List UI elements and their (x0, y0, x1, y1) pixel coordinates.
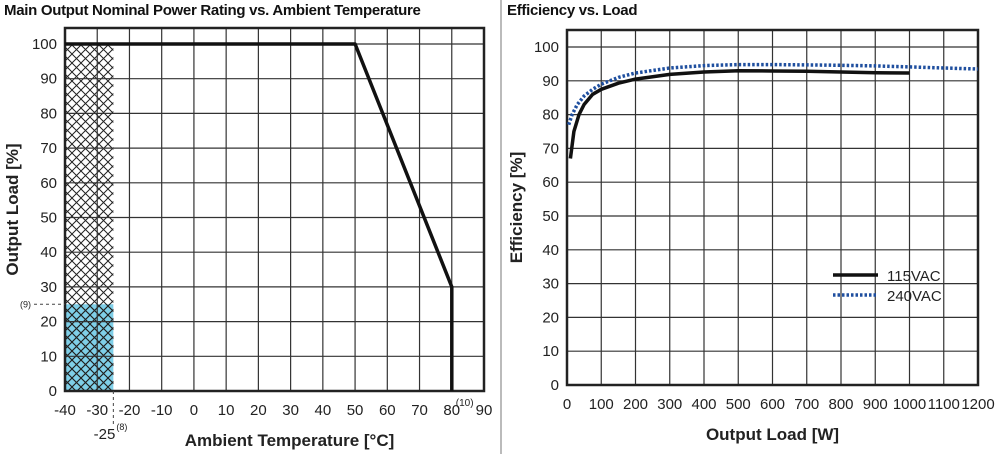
annotation-10: (10) (456, 398, 474, 409)
x-tick-label: 50 (347, 402, 364, 419)
y-tick-label: 100 (32, 36, 57, 53)
hatch-overlay (65, 304, 114, 391)
x-tick-label: -10 (151, 402, 173, 419)
series-line-240vac (567, 62, 979, 126)
series-line-derating (65, 42, 454, 391)
y-tick-label: 80 (542, 107, 559, 124)
y-tick-label: 90 (542, 73, 559, 90)
annotation-8: (8) (116, 422, 127, 432)
y-tick-label: 60 (40, 175, 57, 192)
y-tick-label: 20 (40, 314, 57, 331)
y-tick-label: 80 (40, 105, 57, 122)
chart-title-right: Efficiency vs. Load (507, 2, 638, 19)
chart-title-left: Main Output Nominal Power Rating vs. Amb… (4, 2, 421, 19)
x-tick-label: 60 (379, 402, 396, 419)
y-tick-label: 40 (542, 242, 559, 259)
y-axis-label: Efficiency [%] (507, 152, 526, 263)
x-tick-label: 90 (476, 402, 493, 419)
x-axis-label: Output Load [W] (706, 425, 839, 444)
annotation-9: (9) (20, 299, 31, 309)
annotation-minus-25: -25 (94, 426, 116, 443)
y-tick-label: 20 (542, 309, 559, 326)
y-tick-label: 50 (40, 210, 57, 227)
y-tick-label: 30 (542, 276, 559, 293)
y-axis-label: Output Load [%] (3, 143, 22, 275)
y-tick-label: 60 (542, 174, 559, 191)
y-tick-label: 40 (40, 244, 57, 261)
plot-frame (565, 28, 980, 387)
x-tick-label: -30 (86, 402, 108, 419)
x-tick-label: 100 (589, 396, 614, 413)
x-tick-label: 600 (760, 396, 785, 413)
x-tick-label: -40 (54, 402, 76, 419)
x-tick-label: 900 (863, 396, 888, 413)
x-tick-label: 30 (282, 402, 299, 419)
y-tick-label: 50 (542, 208, 559, 225)
y-tick-label: 70 (40, 140, 57, 157)
x-tick-label: 1000 (893, 396, 926, 413)
x-axis-label: Ambient Temperature [°C] (185, 431, 395, 450)
x-tick-label: 80 (443, 402, 460, 419)
y-tick-label: 30 (40, 279, 57, 296)
x-tick-label: 20 (250, 402, 267, 419)
x-tick-label: 40 (315, 402, 332, 419)
y-tick-label: 0 (551, 377, 559, 394)
legend-label-115vac: 115VAC (887, 268, 941, 285)
x-tick-label: 1200 (961, 396, 994, 413)
y-tick-label: 90 (40, 71, 57, 88)
x-tick-label: 800 (828, 396, 853, 413)
plot-frame (63, 26, 486, 393)
y-tick-label: 0 (49, 383, 57, 400)
x-tick-label: 200 (623, 396, 648, 413)
y-tick-label: 70 (542, 140, 559, 157)
legend-label-240vac: 240VAC (887, 288, 942, 305)
x-tick-label: 70 (411, 402, 428, 419)
x-tick-label: 10 (218, 402, 235, 419)
y-tick-label: 100 (534, 39, 559, 56)
series-line-115vac (568, 68, 910, 159)
x-tick-label: -20 (119, 402, 141, 419)
x-tick-label: 0 (563, 396, 571, 413)
x-tick-label: 1100 (928, 396, 960, 413)
x-tick-label: 700 (794, 396, 819, 413)
x-tick-label: 500 (726, 396, 751, 413)
y-tick-label: 10 (542, 343, 559, 360)
panel-divider (500, 0, 502, 454)
x-tick-label: 300 (657, 396, 682, 413)
y-tick-label: 10 (40, 348, 57, 365)
x-tick-label: 0 (190, 402, 198, 419)
x-tick-label: 400 (691, 396, 716, 413)
